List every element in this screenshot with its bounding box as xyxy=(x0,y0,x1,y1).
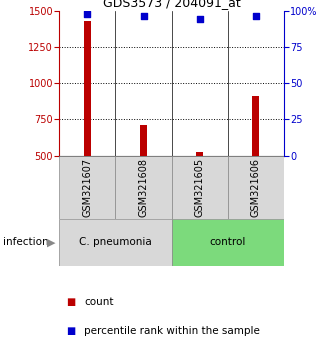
Text: ▶: ▶ xyxy=(47,238,55,247)
Bar xyxy=(84,21,91,156)
Text: GSM321605: GSM321605 xyxy=(195,158,205,217)
Bar xyxy=(59,156,116,219)
Point xyxy=(197,16,202,22)
Text: ■: ■ xyxy=(66,297,75,307)
Bar xyxy=(228,156,284,219)
Bar xyxy=(115,156,172,219)
Bar xyxy=(196,152,203,156)
Text: C. pneumonia: C. pneumonia xyxy=(79,238,152,247)
Title: GDS3573 / 204091_at: GDS3573 / 204091_at xyxy=(103,0,241,10)
Bar xyxy=(172,219,284,266)
Text: GSM321606: GSM321606 xyxy=(251,158,261,217)
Bar xyxy=(172,156,228,219)
Text: GSM321608: GSM321608 xyxy=(139,158,148,217)
Bar xyxy=(140,125,147,156)
Text: control: control xyxy=(210,238,246,247)
Text: GSM321607: GSM321607 xyxy=(82,158,92,217)
Point xyxy=(141,13,146,18)
Text: infection: infection xyxy=(3,238,49,247)
Point xyxy=(85,11,90,17)
Bar xyxy=(252,96,259,156)
Text: percentile rank within the sample: percentile rank within the sample xyxy=(84,326,260,336)
Text: count: count xyxy=(84,297,114,307)
Point xyxy=(253,13,258,18)
Text: ■: ■ xyxy=(66,326,75,336)
Bar xyxy=(59,219,172,266)
